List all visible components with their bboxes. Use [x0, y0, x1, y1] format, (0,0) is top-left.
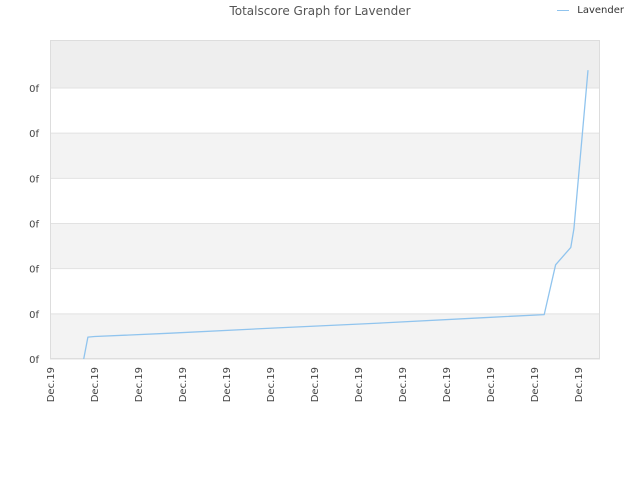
x-tick-label: Dec.19 [530, 367, 541, 402]
x-tick-label: Dec.19 [398, 367, 409, 402]
y-tick-label: 0f [29, 174, 39, 185]
y-tick-label: 0f [29, 84, 39, 95]
x-tick-label: Dec.19 [354, 367, 365, 402]
x-tick-label: Dec.19 [134, 367, 145, 402]
x-tick-label: Dec.19 [442, 367, 453, 402]
y-tick-label: 0f [29, 265, 39, 276]
y-tick-label: 0f [29, 220, 39, 231]
plot-band [50, 88, 600, 134]
x-tick-label: Dec.19 [310, 367, 321, 402]
series-line [83, 70, 589, 360]
legend: Lavender [557, 5, 624, 16]
plot-band [50, 223, 600, 269]
x-tick-label: Dec.19 [486, 367, 497, 402]
x-tick-label: Dec.19 [574, 367, 585, 402]
plot-border [50, 40, 600, 359]
y-tick-label: 0f [29, 310, 39, 321]
x-tick-label: Dec.19 [222, 367, 233, 402]
plot-band [50, 268, 600, 314]
x-tick-label: Dec.19 [90, 367, 101, 402]
legend-line-icon [557, 10, 570, 11]
y-tick-label: 0f [29, 129, 39, 140]
x-tick-label: Dec.19 [46, 367, 57, 402]
x-tick-label: Dec.19 [178, 367, 189, 402]
plot-band [50, 313, 600, 359]
plot-band [50, 133, 600, 179]
plot-band [50, 178, 600, 224]
plot-band [50, 40, 600, 88]
legend-label: Lavender [577, 5, 624, 16]
x-tick-label: Dec.19 [266, 367, 277, 402]
y-tick-label: 0f [29, 355, 39, 366]
chart-title: Totalscore Graph for Lavender [229, 4, 411, 18]
